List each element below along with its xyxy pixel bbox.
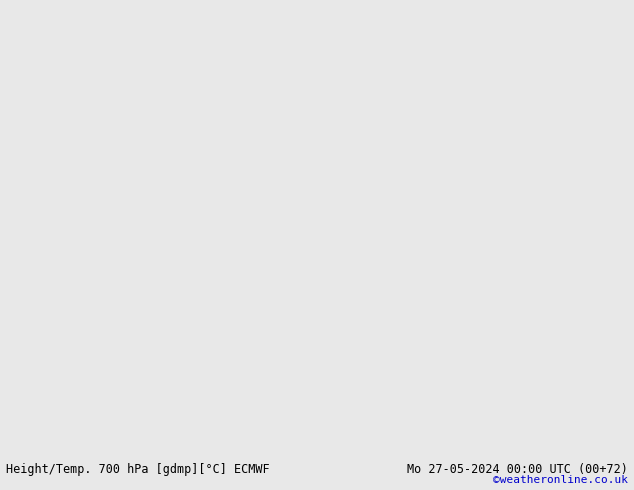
Text: Mo 27-05-2024 00:00 UTC (00+72): Mo 27-05-2024 00:00 UTC (00+72) (407, 463, 628, 476)
Text: Height/Temp. 700 hPa [gdmp][°C] ECMWF: Height/Temp. 700 hPa [gdmp][°C] ECMWF (6, 463, 270, 476)
Text: ©weatheronline.co.uk: ©weatheronline.co.uk (493, 475, 628, 485)
